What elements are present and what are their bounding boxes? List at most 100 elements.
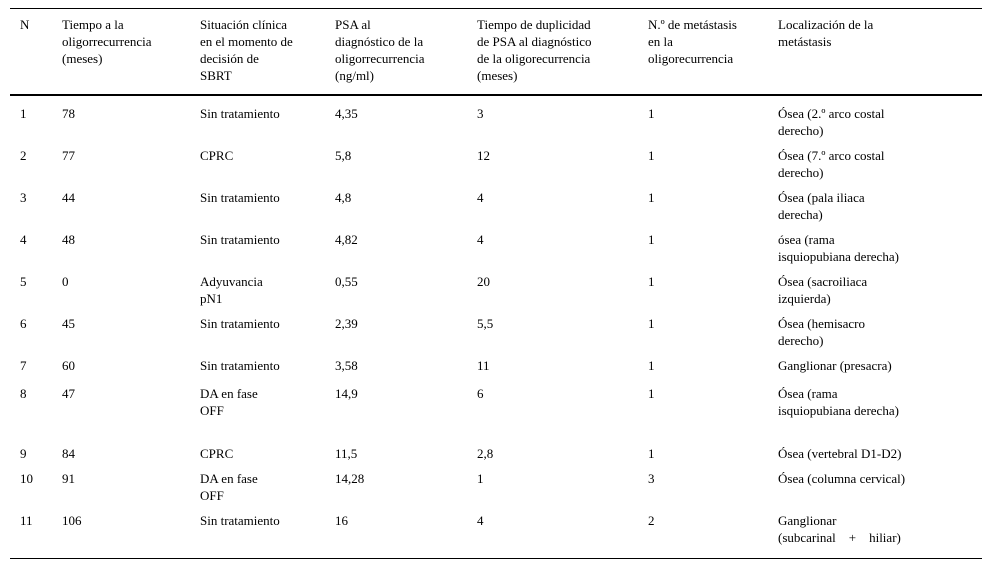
table-cell: CPRC	[200, 148, 234, 163]
table-cell: 3	[648, 471, 655, 486]
table-cell: Adyuvancia pN1	[200, 274, 263, 306]
table-cell: 0	[62, 274, 69, 289]
table-cell: 7	[20, 358, 27, 373]
table-cell: 3	[20, 190, 27, 205]
table-cell: 11,5	[335, 446, 358, 461]
table-cell: 20	[477, 274, 490, 289]
table-cell: 1	[20, 106, 27, 121]
table-row: 9 84 CPRC 11,5 2,8 1 Ósea (vertebral D1-D2)	[10, 445, 982, 470]
table-cell: 4	[477, 190, 484, 205]
table-cell: 3,58	[335, 358, 358, 373]
table-row: 7 60 Sin tratamiento 3,58 11 1 Ganglionar (pre…	[10, 357, 982, 385]
table-row: 2 77 CPRC 5,8 12 1 Ósea (7.º arco costal derec…	[10, 147, 982, 189]
table-cell: 45	[62, 316, 75, 331]
table-row: 5 0 Adyuvancia pN1 0,55 20 1 Ósea (sacroiliaca…	[10, 273, 982, 315]
table-cell: Ósea (2.º arco costal derecho)	[778, 106, 885, 138]
table-header-row: N Tiempo a la oligorrecurrencia (meses) Si…	[10, 8, 982, 96]
table-cell: Ganglionar (subcarinal + hiliar)	[778, 513, 901, 545]
table-cell: 10	[20, 471, 33, 486]
table-cell: Sin tratamiento	[200, 316, 280, 331]
table-cell: 48	[62, 232, 75, 247]
table-cell: 9	[20, 446, 27, 461]
table-row: 1 78 Sin tratamiento 4,35 3 1 Ósea (2.º arco c…	[10, 95, 982, 147]
table-row: 8 47 DA en fase OFF 14,9 6 1 Ósea (rama isquio…	[10, 385, 982, 445]
table-cell: 1	[648, 106, 655, 121]
table-cell: Ósea (columna cervical)	[778, 471, 906, 486]
table-cell: 1	[648, 148, 655, 163]
table-cell: 1	[648, 316, 655, 331]
table-cell: 4	[20, 232, 27, 247]
table-cell: Ósea (7.º arco costal derecho)	[778, 148, 885, 180]
table-cell: Ósea (pala iliaca derecha)	[778, 190, 865, 222]
table-cell: 4,8	[335, 190, 352, 205]
table-cell: DA en fase OFF	[200, 471, 258, 503]
table-cell: 1	[648, 358, 655, 373]
table-cell: 91	[62, 471, 75, 486]
column-header: N.º de metástasis en la oligorecurrencia	[648, 8, 778, 96]
table-cell: 1	[648, 232, 655, 247]
table-cell: 5	[20, 274, 27, 289]
table-cell: 1	[648, 446, 655, 461]
table-cell: 1	[648, 274, 655, 289]
table-row: 6 45 Sin tratamiento 2,39 5,5 1 Ósea (hemisacr…	[10, 315, 982, 357]
table-cell: 14,9	[335, 386, 358, 401]
table-cell: 4,35	[335, 106, 358, 121]
table-cell: 8	[20, 386, 27, 401]
oligorecurrence-table: N Tiempo a la oligorrecurrencia (meses) Si…	[10, 8, 982, 559]
column-header: Situación clínica en el momento de decis…	[200, 8, 335, 96]
table-cell: 1	[648, 190, 655, 205]
column-header: Tiempo de duplicidad de PSA al diagnósti…	[477, 8, 648, 96]
table-cell: Sin tratamiento	[200, 513, 280, 528]
table-cell: 5,8	[335, 148, 352, 163]
table-cell: 11	[20, 513, 33, 528]
table-cell: 16	[335, 513, 348, 528]
table-cell: 106	[62, 513, 82, 528]
table-body: 1 78 Sin tratamiento 4,35 3 1 Ósea (2.º arco c…	[10, 95, 982, 559]
table-cell: 0,55	[335, 274, 358, 289]
table-cell: 47	[62, 386, 75, 401]
table-cell: 12	[477, 148, 490, 163]
table-cell: 6	[20, 316, 27, 331]
table-cell: 44	[62, 190, 75, 205]
table-cell: DA en fase OFF	[200, 386, 258, 418]
table-cell: 1	[477, 471, 484, 486]
column-header: N	[10, 8, 62, 96]
table-cell: Sin tratamiento	[200, 358, 280, 373]
table-cell: 11	[477, 358, 490, 373]
column-header: PSA al diagnóstico de la oligorrecurrenc…	[335, 8, 477, 96]
table-row: 10 91 DA en fase OFF 14,28 1 3 Ósea (columna c…	[10, 470, 982, 512]
table-header: N Tiempo a la oligorrecurrencia (meses) Si…	[10, 8, 982, 96]
table-cell: Sin tratamiento	[200, 106, 280, 121]
table-cell: ósea (rama isquiopubiana derecha)	[778, 232, 899, 264]
table-cell: 1	[648, 386, 655, 401]
table-cell: Sin tratamiento	[200, 232, 280, 247]
table-cell: CPRC	[200, 446, 234, 461]
table-cell: Ganglionar (presacra)	[778, 358, 892, 373]
table-row: 11 106 Sin tratamiento 16 4 2 Ganglionar (subc…	[10, 512, 982, 559]
table-cell: 2	[648, 513, 655, 528]
table-cell: 2	[20, 148, 27, 163]
table-cell: 5,5	[477, 316, 494, 331]
table-cell: Ósea (rama isquiopubiana derecha)	[778, 386, 899, 418]
column-header: Localización de la metástasis	[778, 8, 982, 96]
table-cell: 3	[477, 106, 484, 121]
table-cell: 6	[477, 386, 484, 401]
table-cell: 14,28	[335, 471, 365, 486]
table-cell: 84	[62, 446, 75, 461]
table-cell: 77	[62, 148, 75, 163]
table-row: 4 48 Sin tratamiento 4,82 4 1 ósea (rama isqui…	[10, 231, 982, 273]
table-cell: 60	[62, 358, 75, 373]
table-cell: 2,39	[335, 316, 358, 331]
table-cell: 2,8	[477, 446, 494, 461]
table-row: 3 44 Sin tratamiento 4,8 4 1 Ósea (pala iliaca…	[10, 189, 982, 231]
table-cell: 78	[62, 106, 75, 121]
table-cell: Ósea (hemisacro derecho)	[778, 316, 865, 348]
table-cell: 4	[477, 232, 484, 247]
table-cell: Sin tratamiento	[200, 190, 280, 205]
column-header: Tiempo a la oligorrecurrencia (meses)	[62, 8, 200, 96]
table-cell: 4	[477, 513, 484, 528]
table-cell: 4,82	[335, 232, 358, 247]
table-cell: Ósea (vertebral D1-D2)	[778, 446, 902, 461]
table-cell: Ósea (sacroiliaca izquierda)	[778, 274, 868, 306]
